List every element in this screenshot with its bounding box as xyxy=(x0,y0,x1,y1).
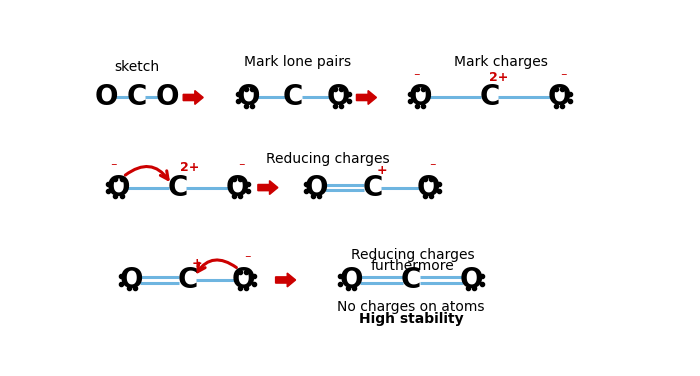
Text: O: O xyxy=(459,266,483,294)
Text: furthermore: furthermore xyxy=(371,259,454,273)
Text: No charges on atoms: No charges on atoms xyxy=(337,300,485,314)
Text: High stability: High stability xyxy=(359,312,463,326)
Text: Reducing charges: Reducing charges xyxy=(266,152,390,166)
Text: C: C xyxy=(283,83,304,111)
Text: O: O xyxy=(409,83,432,111)
Text: Mark charges: Mark charges xyxy=(454,55,548,69)
Text: ⁻: ⁻ xyxy=(244,253,251,267)
FancyArrowPatch shape xyxy=(197,260,237,272)
Text: C: C xyxy=(480,83,500,111)
Text: O: O xyxy=(120,266,144,294)
Text: O: O xyxy=(156,83,179,111)
Polygon shape xyxy=(276,273,295,287)
Text: Mark lone pairs: Mark lone pairs xyxy=(244,55,351,69)
Text: O: O xyxy=(547,83,570,111)
Text: 2+: 2+ xyxy=(489,71,509,84)
Text: O: O xyxy=(94,83,118,111)
Text: C: C xyxy=(363,174,383,202)
Text: +: + xyxy=(192,256,202,270)
Text: ⁻: ⁻ xyxy=(413,71,420,84)
Polygon shape xyxy=(258,180,278,194)
Text: sketch: sketch xyxy=(114,60,160,74)
Text: C: C xyxy=(127,83,147,111)
Text: ⁻: ⁻ xyxy=(560,71,567,84)
Text: O: O xyxy=(416,174,440,202)
Text: ⁻: ⁻ xyxy=(429,161,436,174)
Text: +: + xyxy=(377,164,387,177)
Text: O: O xyxy=(237,83,260,111)
Text: ⁻: ⁻ xyxy=(110,161,116,174)
FancyArrowPatch shape xyxy=(125,167,168,179)
Text: C: C xyxy=(167,174,188,202)
Text: C: C xyxy=(178,266,198,294)
Text: Reducing charges: Reducing charges xyxy=(351,247,475,262)
Text: O: O xyxy=(326,83,350,111)
Text: ⁻: ⁻ xyxy=(239,161,245,174)
Text: O: O xyxy=(340,266,363,294)
Polygon shape xyxy=(183,91,203,105)
Text: O: O xyxy=(232,266,255,294)
Text: 2+: 2+ xyxy=(181,161,199,174)
Polygon shape xyxy=(356,91,377,105)
Text: C: C xyxy=(401,266,421,294)
Text: O: O xyxy=(304,174,328,202)
Text: O: O xyxy=(107,174,130,202)
Text: O: O xyxy=(225,174,248,202)
